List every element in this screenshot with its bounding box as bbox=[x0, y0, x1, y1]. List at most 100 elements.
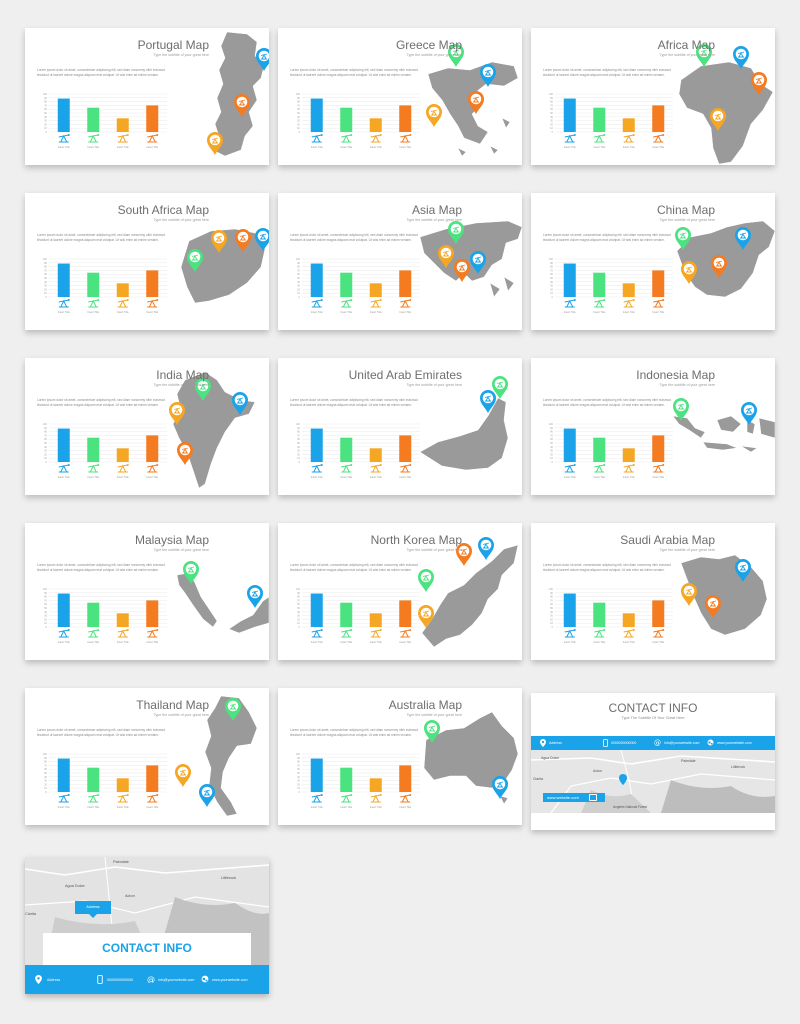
map-marker-icon[interactable] bbox=[448, 221, 464, 244]
slide-thumbnail[interactable]: Africa Map Type the subtitle of your grea… bbox=[531, 28, 775, 165]
map-marker-icon[interactable] bbox=[225, 698, 241, 721]
slide-thumbnail[interactable]: South Africa Map Type the subtitle of you… bbox=[25, 193, 269, 330]
map-marker-icon[interactable] bbox=[681, 583, 697, 606]
map-marker-icon[interactable] bbox=[478, 537, 494, 560]
map-marker-icon[interactable] bbox=[492, 776, 508, 799]
slide-thumbnail[interactable]: Indonesia Map Type the subtitle of your g… bbox=[531, 358, 775, 495]
map-marker-icon[interactable] bbox=[733, 46, 749, 69]
map-marker-icon[interactable] bbox=[438, 245, 454, 268]
oil-pump-icon bbox=[341, 299, 353, 308]
y-tick-label: 20 bbox=[550, 287, 553, 291]
map-marker-icon[interactable] bbox=[207, 132, 223, 155]
map-marker-icon[interactable] bbox=[705, 595, 721, 618]
y-tick-label: 10 bbox=[297, 786, 300, 790]
slide-thumbnail[interactable]: Thailand Map Type the subtitle of your gr… bbox=[25, 688, 269, 825]
bar bbox=[563, 593, 576, 627]
map-marker-icon[interactable] bbox=[235, 229, 251, 252]
map-address-button[interactable]: Address bbox=[75, 901, 111, 914]
website-button-icon bbox=[589, 794, 597, 801]
map-marker-icon[interactable] bbox=[673, 398, 689, 421]
map-marker-icon[interactable] bbox=[247, 585, 263, 608]
y-tick-label: 20 bbox=[550, 452, 553, 456]
slide-thumbnail[interactable]: United Arab Emirates Type the subtitle of… bbox=[278, 358, 522, 495]
y-tick-label: 0 bbox=[46, 625, 48, 629]
contact-slide-large[interactable]: Palmdale Agua Dulce Clarita Acton Little… bbox=[25, 857, 269, 994]
y-tick-label: 70 bbox=[44, 433, 47, 437]
map-marker-icon[interactable] bbox=[751, 72, 767, 95]
map-marker-icon[interactable] bbox=[232, 392, 248, 415]
slide-thumbnail[interactable]: North Korea Map Type the subtitle of your… bbox=[278, 523, 522, 660]
map-marker-icon[interactable] bbox=[696, 44, 712, 67]
slide-thumbnail[interactable]: China Map Type the subtitle of your great… bbox=[531, 193, 775, 330]
map-marker-icon[interactable] bbox=[195, 378, 211, 401]
map-marker-icon[interactable] bbox=[454, 259, 470, 282]
map-marker-icon[interactable] bbox=[735, 227, 751, 250]
map-marker-icon[interactable] bbox=[234, 94, 250, 117]
map-marker-icon[interactable] bbox=[256, 48, 269, 71]
map-marker-icon[interactable] bbox=[255, 228, 269, 251]
map-marker-icon[interactable] bbox=[741, 402, 757, 425]
map-marker-icon[interactable] bbox=[480, 64, 496, 87]
y-tick-label: 90 bbox=[44, 96, 47, 100]
map-marker-icon[interactable] bbox=[183, 561, 199, 584]
y-tick-label: 40 bbox=[297, 280, 300, 284]
bar bbox=[369, 778, 382, 792]
map-marker-icon[interactable] bbox=[187, 249, 203, 272]
slide-thumbnail[interactable]: Saudi Arabia Map Type the subtitle of you… bbox=[531, 523, 775, 660]
slide-thumbnail[interactable]: India Map Type the subtitle of your great… bbox=[25, 358, 269, 495]
y-tick-label: 90 bbox=[297, 261, 300, 265]
slide-subtitle: Type the subtitle of your great here bbox=[153, 713, 209, 717]
bar bbox=[652, 600, 665, 627]
map-marker-icon[interactable] bbox=[175, 764, 191, 787]
map-marker-icon[interactable] bbox=[424, 720, 440, 743]
india-map bbox=[169, 371, 256, 489]
map-marker-icon[interactable] bbox=[199, 784, 215, 807]
slide-thumbnail[interactable]: Australia Map Type the subtitle of your g… bbox=[278, 688, 522, 825]
slide-body-text: Lorem ipsum dolor sit amet, consectetuer… bbox=[543, 398, 671, 407]
website-button[interactable]: www.website.com bbox=[543, 793, 605, 802]
map-marker-icon[interactable] bbox=[456, 543, 472, 566]
map-marker-icon[interactable] bbox=[448, 44, 464, 67]
map-marker-icon[interactable] bbox=[735, 559, 751, 582]
map-marker-icon[interactable] bbox=[426, 104, 442, 127]
malaysia-map bbox=[176, 561, 269, 634]
map-marker-icon[interactable] bbox=[177, 442, 193, 465]
y-tick-label: 40 bbox=[44, 610, 47, 614]
slide-thumbnail[interactable]: Malaysia Map Type the subtitle of your gr… bbox=[25, 523, 269, 660]
slide-body-text: Lorem ipsum dolor sit amet, consectetuer… bbox=[37, 233, 165, 242]
map-marker-icon[interactable] bbox=[711, 255, 727, 278]
category-label: Insert Title bbox=[564, 145, 577, 149]
slide-thumbnail[interactable]: Asia Map Type the subtitle of your great … bbox=[278, 193, 522, 330]
y-tick-label: 90 bbox=[44, 261, 47, 265]
map-marker-icon[interactable] bbox=[211, 230, 227, 253]
map-marker-icon[interactable] bbox=[169, 402, 185, 425]
map-marker-icon[interactable] bbox=[492, 376, 508, 399]
map-marker-icon[interactable] bbox=[470, 251, 486, 274]
oil-pump-icon bbox=[653, 629, 665, 638]
map-marker-icon[interactable] bbox=[480, 390, 496, 413]
contact-map[interactable]: Agua Dulce Palmdale Clarita Acton Angele… bbox=[531, 750, 775, 813]
map-marker-icon[interactable] bbox=[418, 569, 434, 592]
map-marker-icon[interactable] bbox=[675, 227, 691, 250]
map-shape bbox=[204, 695, 258, 817]
y-tick-label: 70 bbox=[44, 268, 47, 272]
bar bbox=[593, 602, 606, 627]
map-marker-icon[interactable] bbox=[710, 108, 726, 131]
category-label: Insert Title bbox=[623, 475, 636, 479]
bar bbox=[87, 767, 100, 792]
map-marker-icon[interactable] bbox=[681, 261, 697, 284]
slide-thumbnail[interactable]: Greece Map Type the subtitle of your grea… bbox=[278, 28, 522, 165]
y-tick-label: 0 bbox=[299, 295, 301, 299]
y-tick-label: 0 bbox=[552, 625, 554, 629]
y-tick-label: 90 bbox=[297, 591, 300, 595]
map-marker-icon[interactable] bbox=[418, 605, 434, 628]
slide-thumbnail[interactable]: Portugal Map Type the subtitle of your gr… bbox=[25, 28, 269, 165]
oil-pump-icon bbox=[147, 464, 159, 473]
oil-pump-icon bbox=[311, 629, 323, 638]
map-marker-icon[interactable] bbox=[468, 91, 484, 114]
y-tick-label: 50 bbox=[297, 276, 300, 280]
contact-slide[interactable]: CONTACT INFO Type The Subtitle Of Your G… bbox=[531, 693, 775, 830]
